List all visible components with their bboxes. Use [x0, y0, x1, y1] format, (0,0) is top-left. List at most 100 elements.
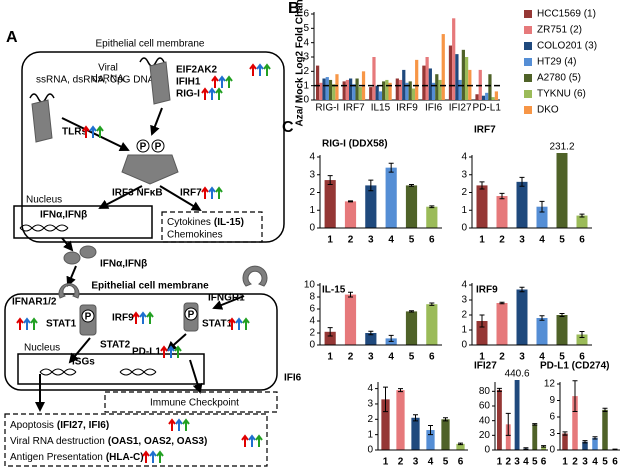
y-tick-label: 0 — [309, 223, 315, 234]
x-tick-label: 5 — [559, 235, 565, 246]
bar — [496, 303, 508, 345]
label-text: Apoptosis — [10, 420, 54, 431]
output-box — [161, 211, 263, 243]
x-tick-label: RIG-I — [315, 103, 339, 114]
chart-title: RIG-I (DDX58) — [322, 139, 388, 150]
error-bar — [505, 412, 511, 436]
bar — [325, 77, 329, 100]
x-tick-label: 5 — [443, 457, 449, 468]
x-tick-label: 3 — [519, 352, 525, 363]
x-tick-label: 6 — [429, 235, 435, 246]
error-bar — [327, 327, 333, 337]
receptor — [149, 61, 171, 105]
error-bar — [519, 286, 525, 293]
outcome: Apoptosis (IFI27, IFI6) — [10, 420, 109, 431]
error-bar — [541, 445, 547, 448]
membrane-label: Epithelial cell membrane — [91, 281, 209, 292]
x-tick-label: IFI6 — [425, 103, 443, 114]
bar — [562, 433, 568, 450]
y-tick-label: 1 — [309, 205, 315, 216]
legend-swatch — [524, 26, 532, 34]
error-bar — [479, 181, 485, 190]
legend-label: ZR751 (2) — [537, 25, 582, 36]
bar — [381, 399, 390, 450]
up-arrow — [218, 75, 226, 88]
legend-swatch — [524, 58, 532, 66]
error-bar — [388, 334, 394, 342]
y-tick-label: 3 — [549, 428, 555, 439]
label: Chemokines — [167, 230, 223, 241]
membrane-label: Epithelial cell membrane — [96, 39, 205, 50]
label: ssRNA, dsRNA, CpG DNA — [36, 75, 155, 86]
outcome: Viral RNA destruction (OAS1, OAS2, OAS3) — [10, 436, 207, 447]
bar — [441, 419, 450, 450]
up-arrow — [215, 87, 223, 100]
bar — [602, 409, 608, 450]
bar — [556, 153, 568, 228]
error-bar — [499, 301, 505, 305]
bar — [396, 390, 405, 450]
bar — [481, 95, 486, 100]
up-arrow — [82, 125, 90, 138]
label-bold: (HLA-C) — [106, 452, 144, 463]
error-bar — [383, 386, 388, 413]
error-bar — [368, 179, 374, 192]
bar — [461, 49, 465, 100]
x-tick-label: 1 — [327, 352, 333, 363]
x-tick-label: IRF7 — [343, 103, 365, 114]
bar — [582, 441, 588, 450]
bar — [476, 185, 488, 228]
label-bold: (OAS1, OAS2, OAS3) — [108, 436, 207, 447]
panel-label: B — [288, 0, 300, 17]
error-bar — [539, 200, 545, 213]
chart-title: IL-15 — [322, 285, 346, 296]
bar — [345, 79, 350, 100]
bar — [514, 380, 520, 450]
label-bold: (IL-15) — [214, 217, 244, 228]
label: IRF3 NFκB — [112, 188, 163, 199]
bar — [385, 167, 397, 228]
error-bar — [559, 313, 565, 317]
regulation-arrows — [16, 63, 271, 463]
y-tick-label: 2 — [309, 328, 315, 339]
bar — [422, 65, 426, 100]
label: PD-L1 — [132, 347, 161, 358]
bar — [475, 94, 479, 100]
label: Nucleus — [24, 343, 60, 354]
up-arrow — [175, 418, 183, 431]
error-bar — [523, 447, 529, 450]
bar — [428, 68, 432, 100]
y-tick-label: 6 — [303, 9, 309, 20]
up-arrow — [225, 75, 233, 88]
bar — [322, 78, 326, 100]
error-bar — [602, 407, 608, 412]
bar — [408, 81, 412, 100]
y-tick-label: 4 — [367, 383, 373, 394]
y-tick-label: 1 — [303, 80, 309, 91]
bar — [375, 85, 379, 100]
y-tick-label: 2 — [367, 414, 373, 425]
label: STAT1 — [46, 319, 77, 330]
phospho — [81, 309, 95, 323]
phospho-label: P — [85, 312, 92, 323]
bar — [411, 417, 420, 450]
bar — [456, 443, 465, 450]
up-arrow — [132, 311, 140, 324]
sensor: RIG-I — [176, 89, 200, 100]
up-arrow — [146, 311, 154, 324]
y-tick-label: 10 — [304, 280, 316, 291]
y-tick-label: 6 — [309, 304, 315, 315]
bar — [405, 185, 418, 228]
label: IFNα,IFNβ — [100, 259, 147, 270]
bar — [425, 57, 429, 100]
x-tick-label: 1 — [497, 457, 503, 468]
bar — [441, 34, 445, 100]
receptor — [242, 265, 268, 287]
label: IRF7 — [180, 188, 202, 199]
up-arrow — [248, 434, 256, 447]
error-bar — [409, 184, 414, 187]
legend-swatch — [524, 90, 532, 98]
legend-label: HT29 (4) — [537, 57, 576, 68]
y-tick-label: 4 — [303, 37, 309, 48]
error-bar — [348, 200, 353, 203]
